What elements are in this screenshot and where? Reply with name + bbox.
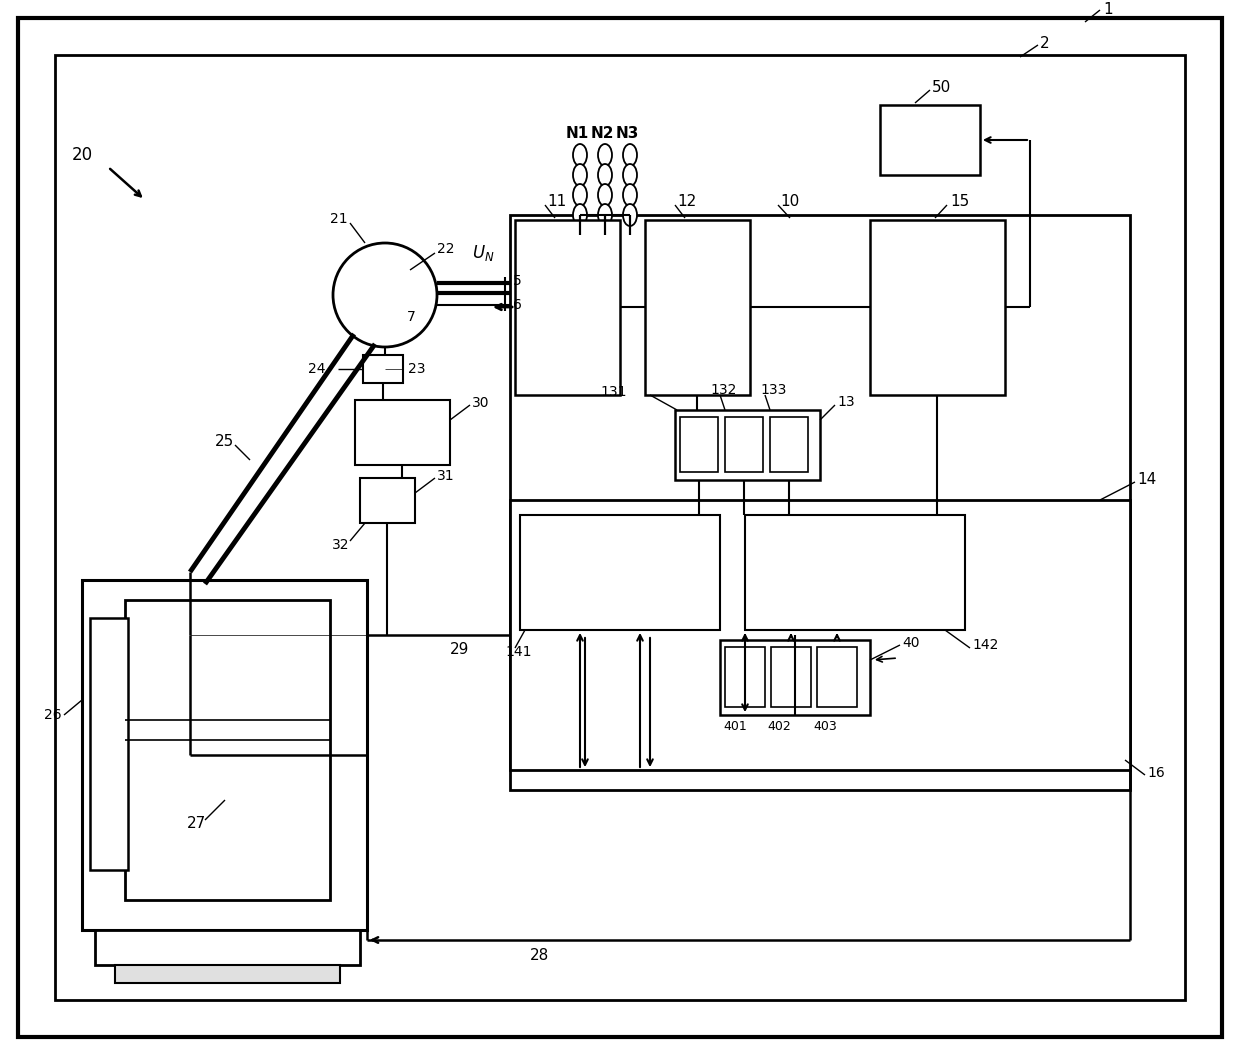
- Ellipse shape: [622, 164, 637, 186]
- Text: N3: N3: [616, 126, 640, 140]
- Bar: [360, 478, 415, 523]
- Ellipse shape: [573, 164, 587, 186]
- Text: $U_N$: $U_N$: [472, 243, 495, 263]
- Text: 401: 401: [723, 721, 746, 733]
- Text: 28: 28: [529, 947, 549, 962]
- Text: 10: 10: [780, 194, 800, 210]
- Ellipse shape: [573, 204, 587, 226]
- Bar: [675, 410, 820, 480]
- Text: 50: 50: [932, 80, 951, 96]
- Bar: [880, 106, 980, 175]
- Text: 30: 30: [472, 396, 490, 410]
- Bar: [645, 220, 750, 395]
- Text: N1: N1: [565, 126, 589, 140]
- Ellipse shape: [598, 184, 613, 206]
- Text: 21: 21: [330, 212, 347, 226]
- Text: 24: 24: [308, 362, 325, 376]
- Bar: [680, 417, 718, 472]
- Text: 12: 12: [677, 194, 696, 210]
- Text: 23: 23: [408, 362, 425, 376]
- Text: 6: 6: [513, 298, 522, 312]
- Text: 40: 40: [901, 636, 920, 650]
- Ellipse shape: [598, 204, 613, 226]
- Bar: [725, 647, 765, 707]
- Text: 133: 133: [760, 383, 786, 397]
- Text: 7: 7: [407, 310, 415, 324]
- Ellipse shape: [573, 143, 587, 166]
- Bar: [817, 647, 857, 707]
- Text: 16: 16: [1147, 766, 1164, 780]
- Bar: [870, 220, 1004, 395]
- Text: 32: 32: [332, 538, 350, 552]
- Bar: [82, 580, 367, 931]
- Bar: [771, 647, 811, 707]
- Text: 29: 29: [450, 642, 470, 657]
- Bar: [745, 515, 965, 630]
- Text: 131: 131: [600, 385, 626, 399]
- Bar: [363, 354, 403, 383]
- Text: 2: 2: [1040, 37, 1049, 52]
- Ellipse shape: [622, 184, 637, 206]
- Bar: [510, 500, 1130, 770]
- Text: 11: 11: [547, 194, 567, 210]
- Ellipse shape: [622, 143, 637, 166]
- Text: 403: 403: [813, 721, 837, 733]
- Bar: [720, 640, 870, 715]
- Text: 15: 15: [950, 194, 970, 210]
- Bar: [515, 220, 620, 395]
- Text: 26: 26: [43, 708, 62, 722]
- Text: 31: 31: [436, 469, 455, 483]
- Ellipse shape: [622, 204, 637, 226]
- Text: 402: 402: [768, 721, 791, 733]
- Text: 141: 141: [505, 645, 532, 659]
- Text: 25: 25: [215, 435, 234, 449]
- Bar: [95, 931, 360, 965]
- Bar: [355, 400, 450, 465]
- Bar: [125, 600, 330, 900]
- Text: 27: 27: [187, 817, 206, 831]
- Text: 132: 132: [711, 383, 737, 397]
- Bar: [520, 515, 720, 630]
- Text: 5: 5: [513, 274, 522, 288]
- Bar: [510, 215, 1130, 790]
- Bar: [55, 55, 1185, 1000]
- Ellipse shape: [573, 184, 587, 206]
- Text: 1: 1: [1104, 1, 1112, 17]
- Bar: [770, 417, 808, 472]
- Bar: [725, 417, 763, 472]
- Text: 142: 142: [972, 638, 998, 652]
- Bar: [91, 618, 128, 870]
- Text: 14: 14: [1137, 473, 1156, 487]
- Text: 22: 22: [436, 242, 455, 256]
- Ellipse shape: [598, 143, 613, 166]
- Text: 20: 20: [72, 146, 93, 164]
- Bar: [115, 965, 340, 983]
- Circle shape: [334, 243, 436, 347]
- Ellipse shape: [598, 164, 613, 186]
- Text: 13: 13: [837, 395, 854, 409]
- Text: N2: N2: [591, 126, 615, 140]
